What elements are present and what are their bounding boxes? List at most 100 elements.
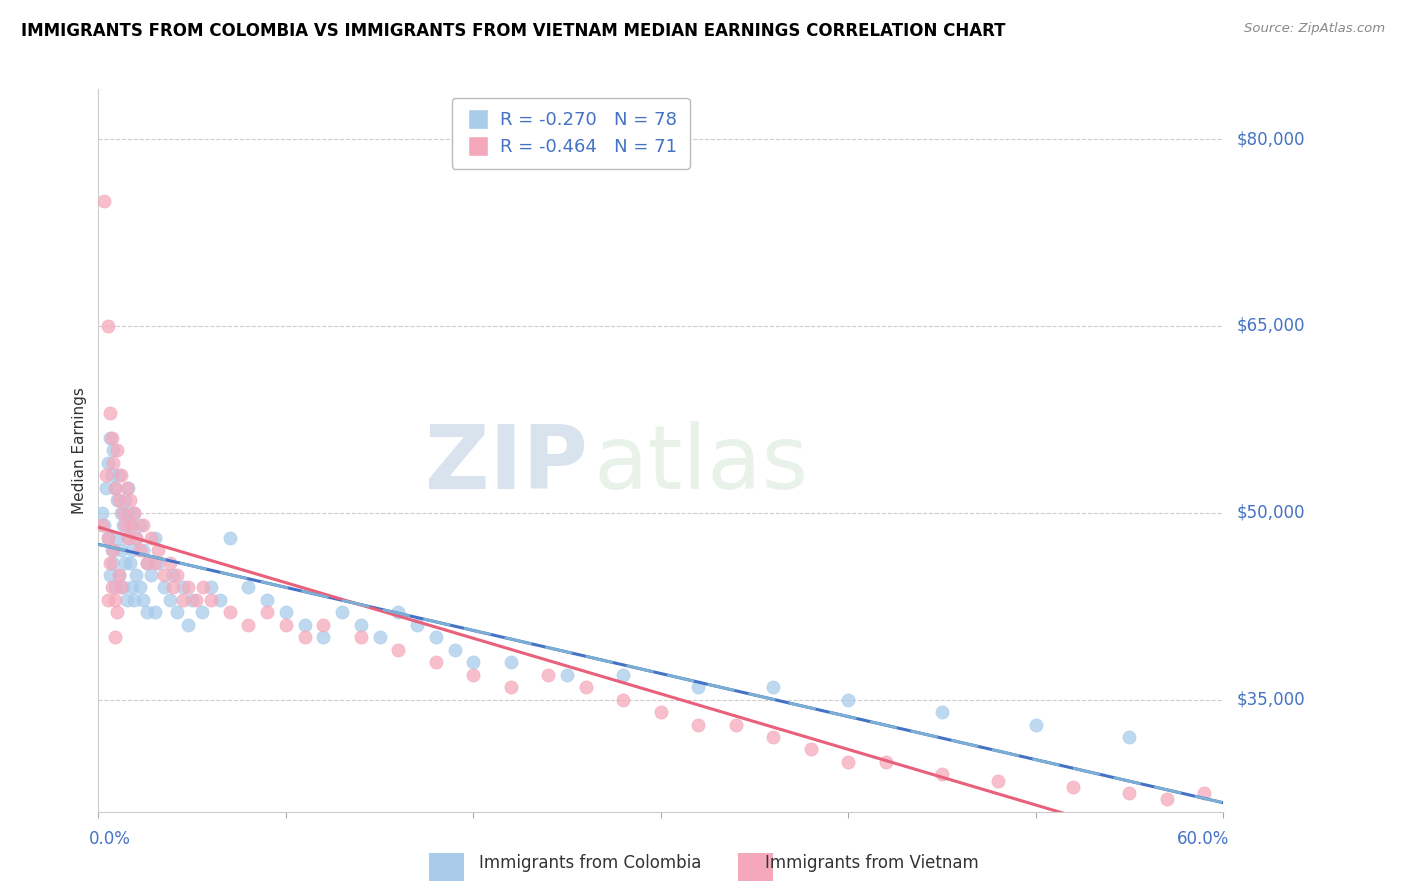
Point bbox=[499, 655, 522, 669]
Point bbox=[98, 431, 121, 445]
Point bbox=[330, 606, 353, 620]
Point bbox=[97, 456, 120, 470]
Point bbox=[1118, 786, 1140, 800]
Point bbox=[120, 518, 142, 533]
Point bbox=[650, 705, 672, 719]
Point bbox=[181, 593, 204, 607]
Point bbox=[837, 755, 859, 769]
Point bbox=[143, 556, 166, 570]
Point bbox=[100, 543, 122, 558]
Point bbox=[103, 543, 125, 558]
Point bbox=[162, 581, 184, 595]
Point bbox=[312, 630, 335, 644]
Point bbox=[122, 506, 145, 520]
Point bbox=[218, 531, 240, 545]
Text: $50,000: $50,000 bbox=[1237, 504, 1306, 522]
Point bbox=[443, 642, 465, 657]
Text: $80,000: $80,000 bbox=[1237, 130, 1306, 148]
Point bbox=[148, 556, 170, 570]
Point bbox=[350, 630, 373, 644]
Y-axis label: Median Earnings: Median Earnings bbox=[72, 387, 87, 514]
Text: Immigrants from Colombia: Immigrants from Colombia bbox=[479, 855, 702, 872]
Point bbox=[153, 581, 176, 595]
Point bbox=[105, 493, 128, 508]
Point bbox=[274, 618, 297, 632]
Text: $35,000: $35,000 bbox=[1237, 690, 1306, 708]
Point bbox=[987, 773, 1010, 788]
Point bbox=[256, 593, 278, 607]
Point bbox=[108, 568, 131, 582]
Point bbox=[209, 593, 232, 607]
Text: 60.0%: 60.0% bbox=[1177, 830, 1229, 848]
Point bbox=[94, 468, 117, 483]
Point bbox=[91, 506, 114, 520]
Point bbox=[162, 568, 184, 582]
Point bbox=[104, 630, 127, 644]
Point bbox=[115, 593, 138, 607]
Point bbox=[110, 468, 132, 483]
Point bbox=[104, 481, 127, 495]
Point bbox=[193, 581, 215, 595]
Point bbox=[1156, 792, 1178, 806]
Point bbox=[837, 692, 859, 706]
Point bbox=[114, 556, 136, 570]
Point bbox=[294, 630, 316, 644]
Point bbox=[122, 593, 145, 607]
Point bbox=[117, 531, 139, 545]
Point bbox=[762, 680, 785, 694]
Point bbox=[139, 568, 162, 582]
Point bbox=[105, 531, 128, 545]
Point bbox=[103, 443, 125, 458]
Point bbox=[111, 581, 134, 595]
Point bbox=[875, 755, 897, 769]
Point bbox=[104, 593, 127, 607]
Point bbox=[110, 581, 132, 595]
Point bbox=[190, 606, 212, 620]
Point bbox=[128, 543, 150, 558]
Point bbox=[121, 518, 143, 533]
Point bbox=[274, 606, 297, 620]
Point bbox=[111, 518, 134, 533]
Point bbox=[931, 705, 953, 719]
Point bbox=[125, 531, 148, 545]
Point bbox=[97, 531, 120, 545]
Text: Source: ZipAtlas.com: Source: ZipAtlas.com bbox=[1244, 22, 1385, 36]
Point bbox=[762, 730, 785, 744]
Point bbox=[97, 593, 120, 607]
Point bbox=[132, 593, 155, 607]
Point bbox=[499, 680, 522, 694]
Point bbox=[153, 568, 176, 582]
Point bbox=[128, 518, 150, 533]
Point bbox=[114, 493, 136, 508]
Point bbox=[132, 518, 155, 533]
Point bbox=[200, 581, 222, 595]
Point bbox=[120, 556, 142, 570]
Point bbox=[108, 493, 131, 508]
Point bbox=[425, 630, 447, 644]
Point bbox=[387, 642, 409, 657]
Point bbox=[139, 531, 162, 545]
Point bbox=[93, 518, 115, 533]
Point bbox=[121, 543, 143, 558]
Point bbox=[218, 606, 240, 620]
Point bbox=[800, 742, 823, 756]
Point bbox=[136, 606, 159, 620]
Point bbox=[100, 581, 122, 595]
Point bbox=[136, 556, 159, 570]
Point bbox=[125, 531, 148, 545]
Point bbox=[238, 618, 260, 632]
Point bbox=[688, 717, 710, 731]
Point bbox=[117, 481, 139, 495]
Point bbox=[1194, 786, 1216, 800]
Point bbox=[93, 194, 115, 209]
Point bbox=[1025, 717, 1047, 731]
Point bbox=[143, 531, 166, 545]
Point bbox=[463, 655, 485, 669]
Point bbox=[136, 556, 159, 570]
Point bbox=[537, 667, 560, 681]
Point bbox=[98, 556, 121, 570]
Point bbox=[177, 618, 200, 632]
Text: atlas: atlas bbox=[593, 421, 808, 508]
Point bbox=[172, 593, 194, 607]
Point bbox=[97, 531, 120, 545]
